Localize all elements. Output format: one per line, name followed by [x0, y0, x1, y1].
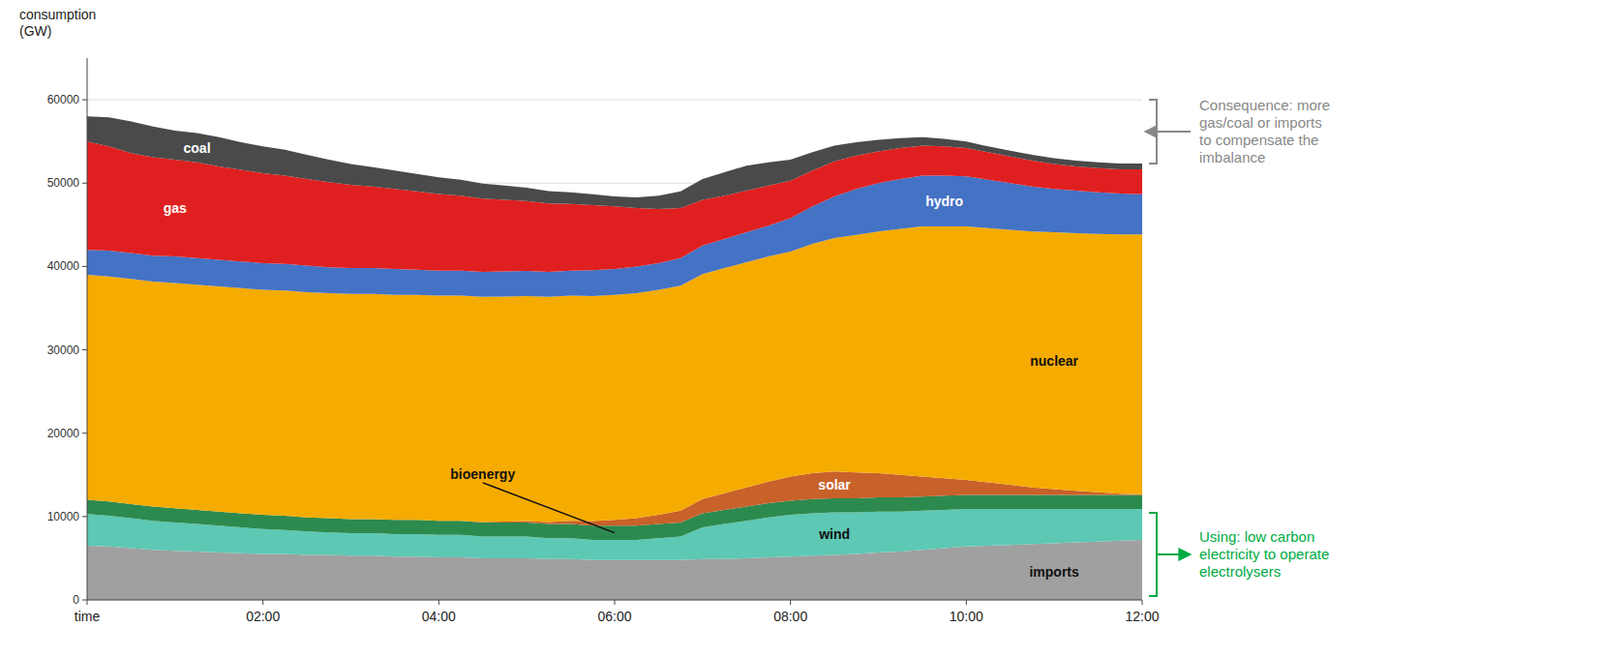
y-tick-label: 50000 [47, 176, 81, 190]
y-tick-label: 40000 [47, 259, 81, 273]
y-axis-line [87, 58, 89, 601]
series-label: imports [1028, 564, 1080, 580]
annotation-text: Using: low carbonelectricity to operatee… [1199, 528, 1329, 580]
x-tick [1142, 600, 1144, 605]
x-tick-label: 04:00 [422, 608, 456, 625]
x-tick [87, 600, 89, 605]
annotation-line: Consequence: more [1199, 96, 1330, 114]
y-tick [82, 182, 88, 184]
x-tick-label: 12:00 [1124, 608, 1159, 625]
y-tick-label: 0 [72, 593, 80, 607]
series-label: bioenergy [450, 466, 515, 483]
x-tick-label: time [74, 608, 101, 625]
annotation-line: electricity to operate [1199, 545, 1329, 563]
y-tick-label: 30000 [47, 343, 81, 358]
series-label: gas [163, 200, 187, 216]
bracket-arrow [1156, 553, 1191, 556]
annotation-line: gas/coal or imports [1199, 114, 1323, 131]
series-label: hydro [925, 193, 964, 210]
grid [87, 99, 1143, 601]
areas [87, 116, 1143, 601]
grid-line [87, 99, 1143, 101]
y-axis-label-line: consumption [19, 6, 96, 23]
series-labels: imports wind bioenergy solar nuclear hydro gas… [163, 140, 1080, 580]
series-label-leader [483, 483, 615, 534]
x-tick [614, 600, 616, 605]
y-tick-label: 60000 [47, 92, 81, 107]
x-tick-label: 08:00 [773, 608, 808, 625]
x-tick [262, 600, 264, 605]
annotation-line: imbalance [1199, 149, 1266, 166]
y-axis-label: consumption(GW) [19, 6, 96, 39]
annotation-line: Using: low carbon [1199, 528, 1315, 545]
x-tick [789, 600, 791, 605]
annotation-line: electrolysers [1199, 563, 1281, 580]
annotation-line: to compensate the [1199, 131, 1319, 149]
y-tick [82, 266, 88, 268]
y-tick-label: 20000 [47, 426, 81, 441]
y-tick [82, 349, 88, 351]
series-label: solar [817, 477, 851, 493]
x-tick [438, 600, 440, 605]
chart: 0 10000 20000 30000 40000 50000 60000 time 02:00… [0, 0, 1600, 657]
annotations: Consequence: moregas/coal or importsto c… [1145, 96, 1330, 597]
y-axis-label-line: (GW) [19, 23, 52, 39]
y-tick-label: 10000 [47, 510, 81, 524]
x-tick-label: 02:00 [245, 608, 280, 625]
x-tick-label: 10:00 [949, 608, 984, 625]
series-label: nuclear [1029, 353, 1079, 369]
series-label: coal [183, 140, 212, 156]
y-tick [82, 515, 88, 517]
series-label: wind [817, 526, 850, 543]
x-tick [966, 600, 967, 605]
y-tick [82, 600, 88, 602]
bracket-arrow [1145, 130, 1191, 133]
area-7 [87, 116, 1143, 210]
x-tick-label: 06:00 [597, 608, 632, 625]
y-tick [82, 432, 88, 434]
y-tick [82, 99, 88, 101]
bracket [1148, 513, 1157, 597]
annotation-text: Consequence: moregas/coal or importsto c… [1199, 96, 1330, 166]
